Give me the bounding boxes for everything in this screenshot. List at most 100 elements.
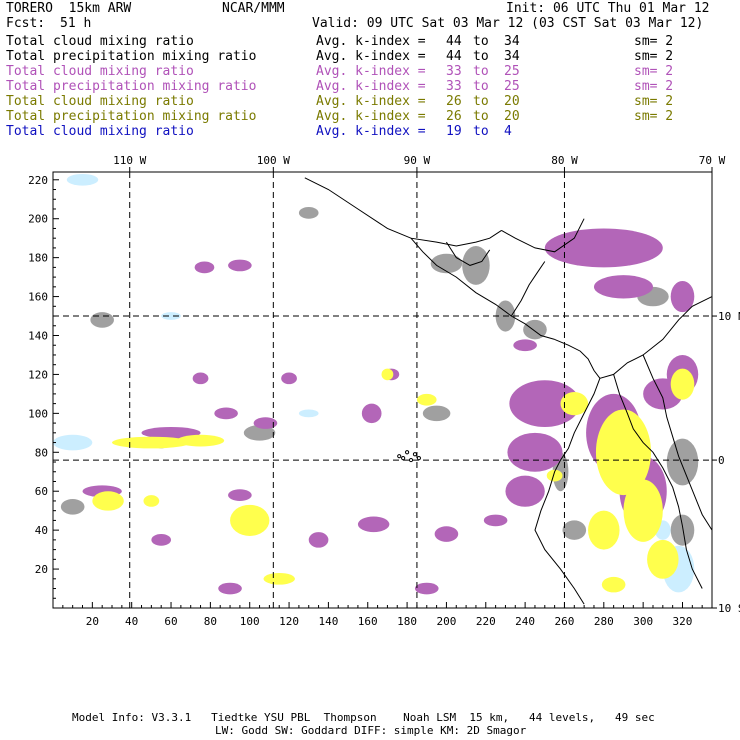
legend-sm-2: sm= 2	[634, 64, 674, 79]
field-blob-purple-0	[544, 228, 663, 268]
legend-to-1: to	[473, 49, 489, 64]
x-tick-label-6: 140	[318, 615, 338, 628]
y-tick-label-0: 20	[35, 563, 48, 576]
lon-label-0: 110 W	[113, 154, 146, 167]
plot-frame	[52, 171, 713, 609]
field-blob-purple-2	[670, 281, 695, 313]
legend-k-0: Avg. k-index =	[316, 34, 426, 49]
y-tick-label-9: 200	[28, 213, 48, 226]
lon-label-4: 70 W	[699, 154, 726, 167]
field-blob-yellow-14	[601, 576, 626, 593]
legend-to-5: to	[473, 109, 489, 124]
field-blob-purple-26	[214, 407, 238, 420]
y-tick-label-2: 60	[35, 485, 48, 498]
legend-a-5: 26	[446, 109, 462, 124]
x-tick-label-11: 240	[515, 615, 535, 628]
field-blob-gray-14	[562, 520, 587, 540]
field-blob-gray-0	[90, 312, 114, 328]
field-blob-purple-14	[192, 372, 209, 385]
field-blob-purple-5	[505, 475, 545, 507]
x-tick-label-8: 180	[397, 615, 417, 628]
field-blob-yellow-0	[595, 409, 652, 496]
x-tick-label-13: 280	[594, 615, 614, 628]
y-tick-label-8: 180	[28, 252, 48, 265]
field-blob-yellow-8	[92, 491, 124, 511]
legend-a-0: 44	[446, 34, 462, 49]
legend-field-1: Total precipitation mixing ratio	[6, 49, 257, 64]
field-blob-yellow-7	[176, 434, 225, 447]
field-blob-yellow-6	[112, 436, 191, 449]
lon-label-1: 100 W	[257, 154, 290, 167]
legend-b-4: 20	[504, 94, 520, 109]
island-0	[397, 454, 402, 459]
field-blob-lightblue-0	[66, 173, 99, 186]
y-tick-label-1: 40	[35, 524, 48, 537]
field-blob-purple-28	[253, 417, 278, 429]
y-tick-label-5: 120	[28, 368, 48, 381]
field-blob-purple-25	[483, 514, 508, 527]
y-tick-label-7: 160	[28, 291, 48, 304]
x-tick-label-0: 20	[86, 615, 99, 628]
legend-a-4: 26	[446, 94, 462, 109]
field-blob-purple-20	[228, 489, 252, 501]
coastline-6	[613, 374, 703, 589]
legend-b-1: 34	[504, 49, 520, 64]
field-blob-yellow-1	[623, 479, 663, 542]
field-blob-purple-10	[194, 261, 215, 274]
island-5	[416, 456, 421, 461]
y-tick-label-3: 80	[35, 446, 48, 459]
coastline-1	[410, 237, 555, 340]
legend-sm-4: sm= 2	[634, 94, 674, 109]
island-4	[401, 456, 406, 461]
field-blob-purple-22	[218, 582, 242, 595]
island-3	[408, 457, 414, 463]
footer-physics-info: LW: Godd SW: Goddard DIFF: simple KM: 2D…	[215, 724, 527, 737]
x-tick-label-10: 220	[476, 615, 496, 628]
field-blob-gray-1	[60, 499, 85, 515]
field-blob-yellow-13	[381, 368, 394, 381]
x-tick-label-1: 40	[125, 615, 138, 628]
field-blob-purple-19	[434, 526, 459, 542]
field-blob-purple-11	[228, 259, 252, 272]
legend-to-2: to	[473, 64, 489, 79]
legend-a-3: 33	[446, 79, 462, 94]
legend-sm-3: sm= 2	[634, 79, 674, 94]
legend-b-5: 20	[504, 109, 520, 124]
valid-time: Valid: 09 UTC Sat 03 Mar 12 (03 CST Sat …	[312, 16, 704, 31]
x-tick-label-5: 120	[279, 615, 299, 628]
legend-a-1: 44	[446, 49, 462, 64]
y-tick-label-10: 220	[28, 174, 48, 187]
coastline-8	[510, 261, 546, 317]
legend-b-6: 4	[504, 124, 512, 139]
legend-field-0: Total cloud mixing ratio	[6, 34, 194, 49]
y-tick-label-6: 140	[28, 330, 48, 343]
legend-to-6: to	[473, 124, 489, 139]
legend-field-5: Total precipitation mixing ratio	[6, 109, 257, 124]
legend-b-2: 25	[504, 64, 520, 79]
footer-model-info: Model Info: V3.3.1 Tiedtke YSU PBL Thomp…	[72, 711, 655, 724]
legend-to-3: to	[473, 79, 489, 94]
field-blob-gray-7	[523, 319, 547, 340]
field-blob-purple-4	[507, 432, 563, 472]
field-blob-lightblue-5	[161, 312, 181, 320]
field-blob-yellow-9	[143, 495, 160, 507]
org-label: NCAR/MMM	[222, 1, 285, 16]
field-blob-yellow-15	[546, 469, 563, 482]
legend-sm-5: sm= 2	[634, 109, 674, 124]
field-blob-yellow-11	[263, 572, 295, 585]
lat-label-1: 0	[718, 454, 725, 467]
lat-label-0: 10 N	[718, 310, 740, 323]
forecast-label: Fcst:	[6, 16, 46, 31]
field-blob-purple-13	[141, 426, 201, 439]
x-tick-label-15: 320	[673, 615, 693, 628]
legend-k-6: Avg. k-index =	[316, 124, 426, 139]
legend-to-0: to	[473, 34, 489, 49]
field-blob-yellow-3	[670, 368, 695, 400]
field-blob-gray-8	[298, 207, 319, 219]
legend-a-2: 33	[446, 64, 462, 79]
x-tick-label-4: 100	[240, 615, 260, 628]
lon-label-2: 90 W	[404, 154, 431, 167]
legend-b-0: 34	[504, 34, 520, 49]
lat-label-2: 10 S	[718, 602, 740, 615]
